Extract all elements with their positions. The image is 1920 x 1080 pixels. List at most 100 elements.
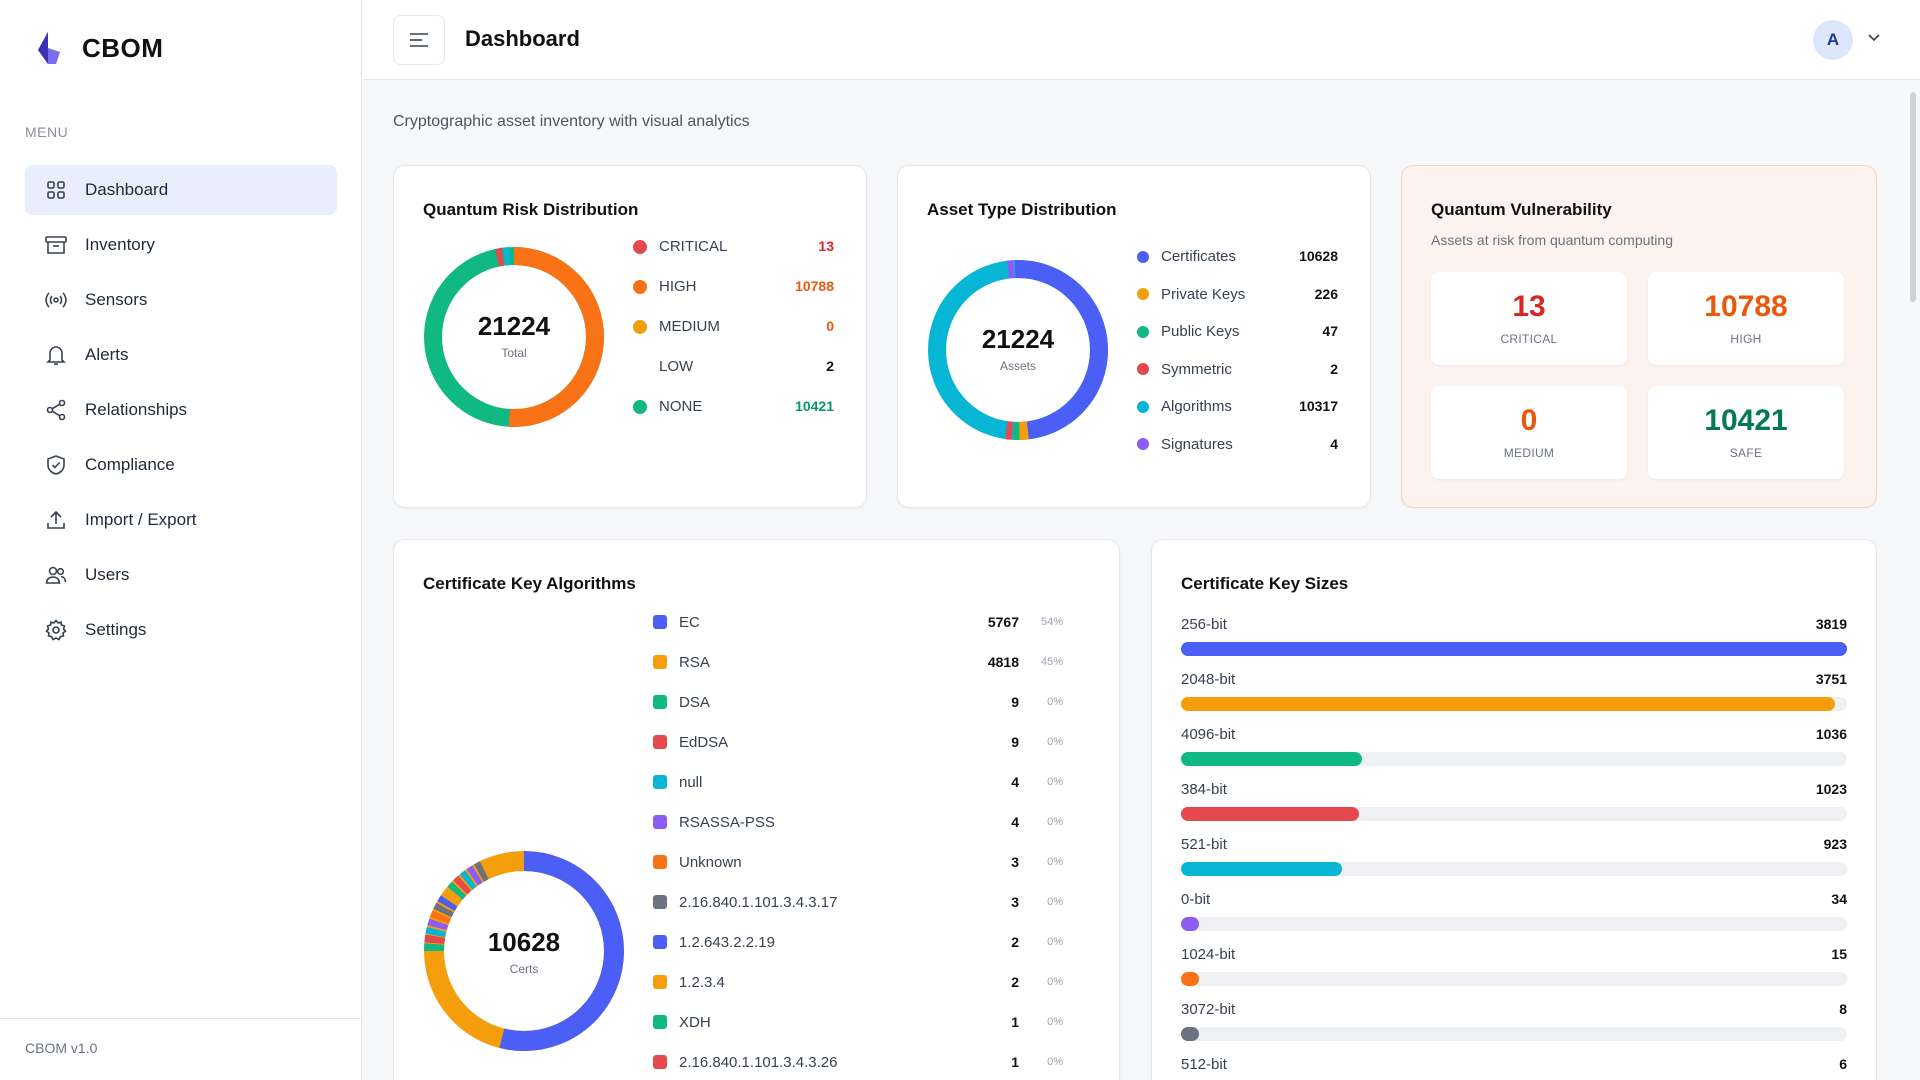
legend-item: Public Keys (1137, 323, 1239, 340)
key-size-bar-fill (1181, 642, 1847, 656)
legend-swatch (653, 855, 667, 869)
key-size-row: 512-bit 6 (1181, 1056, 1847, 1073)
vuln-value: 13 (1512, 290, 1546, 323)
sidebar-item-sensors[interactable]: Sensors (25, 275, 337, 325)
sidebar-item-compliance[interactable]: Compliance (25, 440, 337, 490)
key-size-count: 923 (1823, 836, 1847, 852)
menu-label: MENU (25, 124, 69, 140)
legend-swatch (653, 775, 667, 789)
sidebar-item-label: Relationships (85, 400, 188, 419)
algorithm-count: 3 (1011, 894, 1019, 910)
vuln-caption: HIGH (1730, 332, 1762, 346)
legend-swatch (653, 935, 667, 949)
legend-value: 2 (1330, 360, 1338, 377)
key-size-count: 15 (1831, 946, 1847, 962)
legend-dot (633, 399, 647, 414)
sidebar-divider (0, 1018, 362, 1019)
algorithm-label: 1.2.643.2.2.19 (679, 933, 775, 951)
vuln-box-safe: 10421 SAFE (1648, 386, 1844, 479)
bell-icon (45, 344, 67, 366)
legend-dot (633, 279, 647, 294)
key-size-bar-track (1181, 1027, 1847, 1041)
sidebar-item-settings[interactable]: Settings (25, 605, 337, 655)
key-size-bar-track (1181, 697, 1847, 711)
sidebar-item-relationships[interactable]: Relationships (25, 385, 337, 435)
sidebar-item-users[interactable]: Users (25, 550, 337, 600)
legend-dot (633, 319, 647, 334)
key-size-bar-track (1181, 862, 1847, 876)
key-size-row: 4096-bit 1036 (1181, 726, 1847, 766)
chevron-down-icon[interactable] (1866, 30, 1882, 46)
key-size-bar-track (1181, 752, 1847, 766)
algorithm-count: 4 (1011, 774, 1019, 790)
key-size-row: 0-bit 34 (1181, 891, 1847, 931)
vuln-box-medium: 0 MEDIUM (1431, 386, 1627, 479)
algorithm-percent: 0% (1047, 936, 1063, 948)
sidebar-item-dashboard[interactable]: Dashboard (25, 165, 337, 215)
legend-label: Private Keys (1161, 285, 1246, 303)
legend-swatch (653, 695, 667, 709)
algorithms-donut-chart (424, 850, 624, 1051)
algorithm-label: RSASSA-PSS (679, 813, 775, 831)
vuln-value: 10788 (1704, 290, 1788, 323)
brand[interactable]: CBOM (34, 30, 163, 66)
sidebar-item-alerts[interactable]: Alerts (25, 330, 337, 380)
legend-dot (1137, 288, 1149, 300)
quantum-risk-card: Quantum Risk Distribution 21224 Total CR… (393, 165, 867, 508)
gear-icon (45, 619, 67, 641)
algorithm-label: EdDSA (679, 733, 729, 751)
algorithm-row: RSA 4818 45% (653, 652, 1073, 672)
sidebar-item-label: Compliance (85, 455, 175, 474)
algorithm-percent: 0% (1047, 856, 1063, 868)
key-size-label: 0-bit (1181, 891, 1211, 908)
vuln-caption: CRITICAL (1500, 332, 1558, 346)
key-size-count: 8 (1839, 1001, 1847, 1017)
key-algorithms-card: Certificate Key Algorithms 10628 Certs E… (393, 539, 1120, 1080)
avatar[interactable]: A (1813, 20, 1853, 60)
risk-total-label: Total (501, 346, 527, 360)
sidebar-item-inventory[interactable]: Inventory (25, 220, 337, 270)
vuln-box-high: 10788 HIGH (1648, 272, 1844, 365)
algorithm-row: 1.2.643.2.2.19 2 0% (653, 932, 1073, 952)
algorithm-label: EC (679, 613, 700, 631)
grid-icon (45, 179, 67, 201)
algorithm-count: 5767 (987, 614, 1019, 630)
key-sizes-card: Certificate Key Sizes 256-bit 3819 2048-bi… (1151, 539, 1877, 1080)
vuln-value: 10421 (1704, 404, 1788, 437)
algorithm-percent: 0% (1047, 976, 1063, 988)
algorithms-donut-center: 10628 Certs (423, 927, 625, 976)
key-size-bar-fill (1181, 697, 1836, 711)
sidebar-item-import-export[interactable]: Import / Export (25, 495, 337, 545)
upload-icon (45, 509, 67, 531)
algorithm-count: 9 (1011, 694, 1019, 710)
card-title: Certificate Key Algorithms (423, 574, 636, 593)
key-size-bar-fill (1181, 972, 1199, 986)
key-size-bar-fill (1181, 1027, 1199, 1041)
sidebar-item-label: Sensors (85, 290, 148, 309)
risk-total: 21224 (477, 311, 551, 341)
key-size-count: 3819 (1815, 616, 1847, 632)
algorithm-row: 2.16.840.1.101.3.4.3.26 1 0% (653, 1052, 1073, 1072)
key-size-count: 1023 (1815, 781, 1847, 797)
algorithms-total-label: Certs (509, 962, 539, 976)
legend-value: 10421 (795, 398, 834, 414)
legend-item-low: LOW (633, 358, 693, 375)
legend-item-high: HIGH (633, 278, 697, 295)
vuln-box-critical: 13 CRITICAL (1431, 272, 1627, 365)
key-size-row: 1024-bit 15 (1181, 946, 1847, 986)
legend-dot (1137, 438, 1149, 450)
asset-donut-chart (928, 260, 1108, 440)
card-title: Quantum Vulnerability (1431, 200, 1612, 219)
vuln-caption: MEDIUM (1503, 446, 1555, 460)
page-scrollbar[interactable] (1910, 92, 1916, 302)
algorithm-percent: 0% (1047, 1016, 1063, 1028)
brand-name: CBOM (82, 32, 164, 63)
legend-label: CRITICAL (659, 238, 728, 255)
algorithm-percent: 0% (1047, 776, 1063, 788)
legend-swatch (653, 655, 667, 669)
algorithm-percent: 0% (1047, 736, 1063, 748)
legend-swatch (653, 1055, 667, 1069)
algorithm-count: 1 (1011, 1054, 1019, 1070)
menu-toggle-button[interactable] (393, 15, 445, 65)
algorithm-label: DSA (679, 693, 710, 711)
